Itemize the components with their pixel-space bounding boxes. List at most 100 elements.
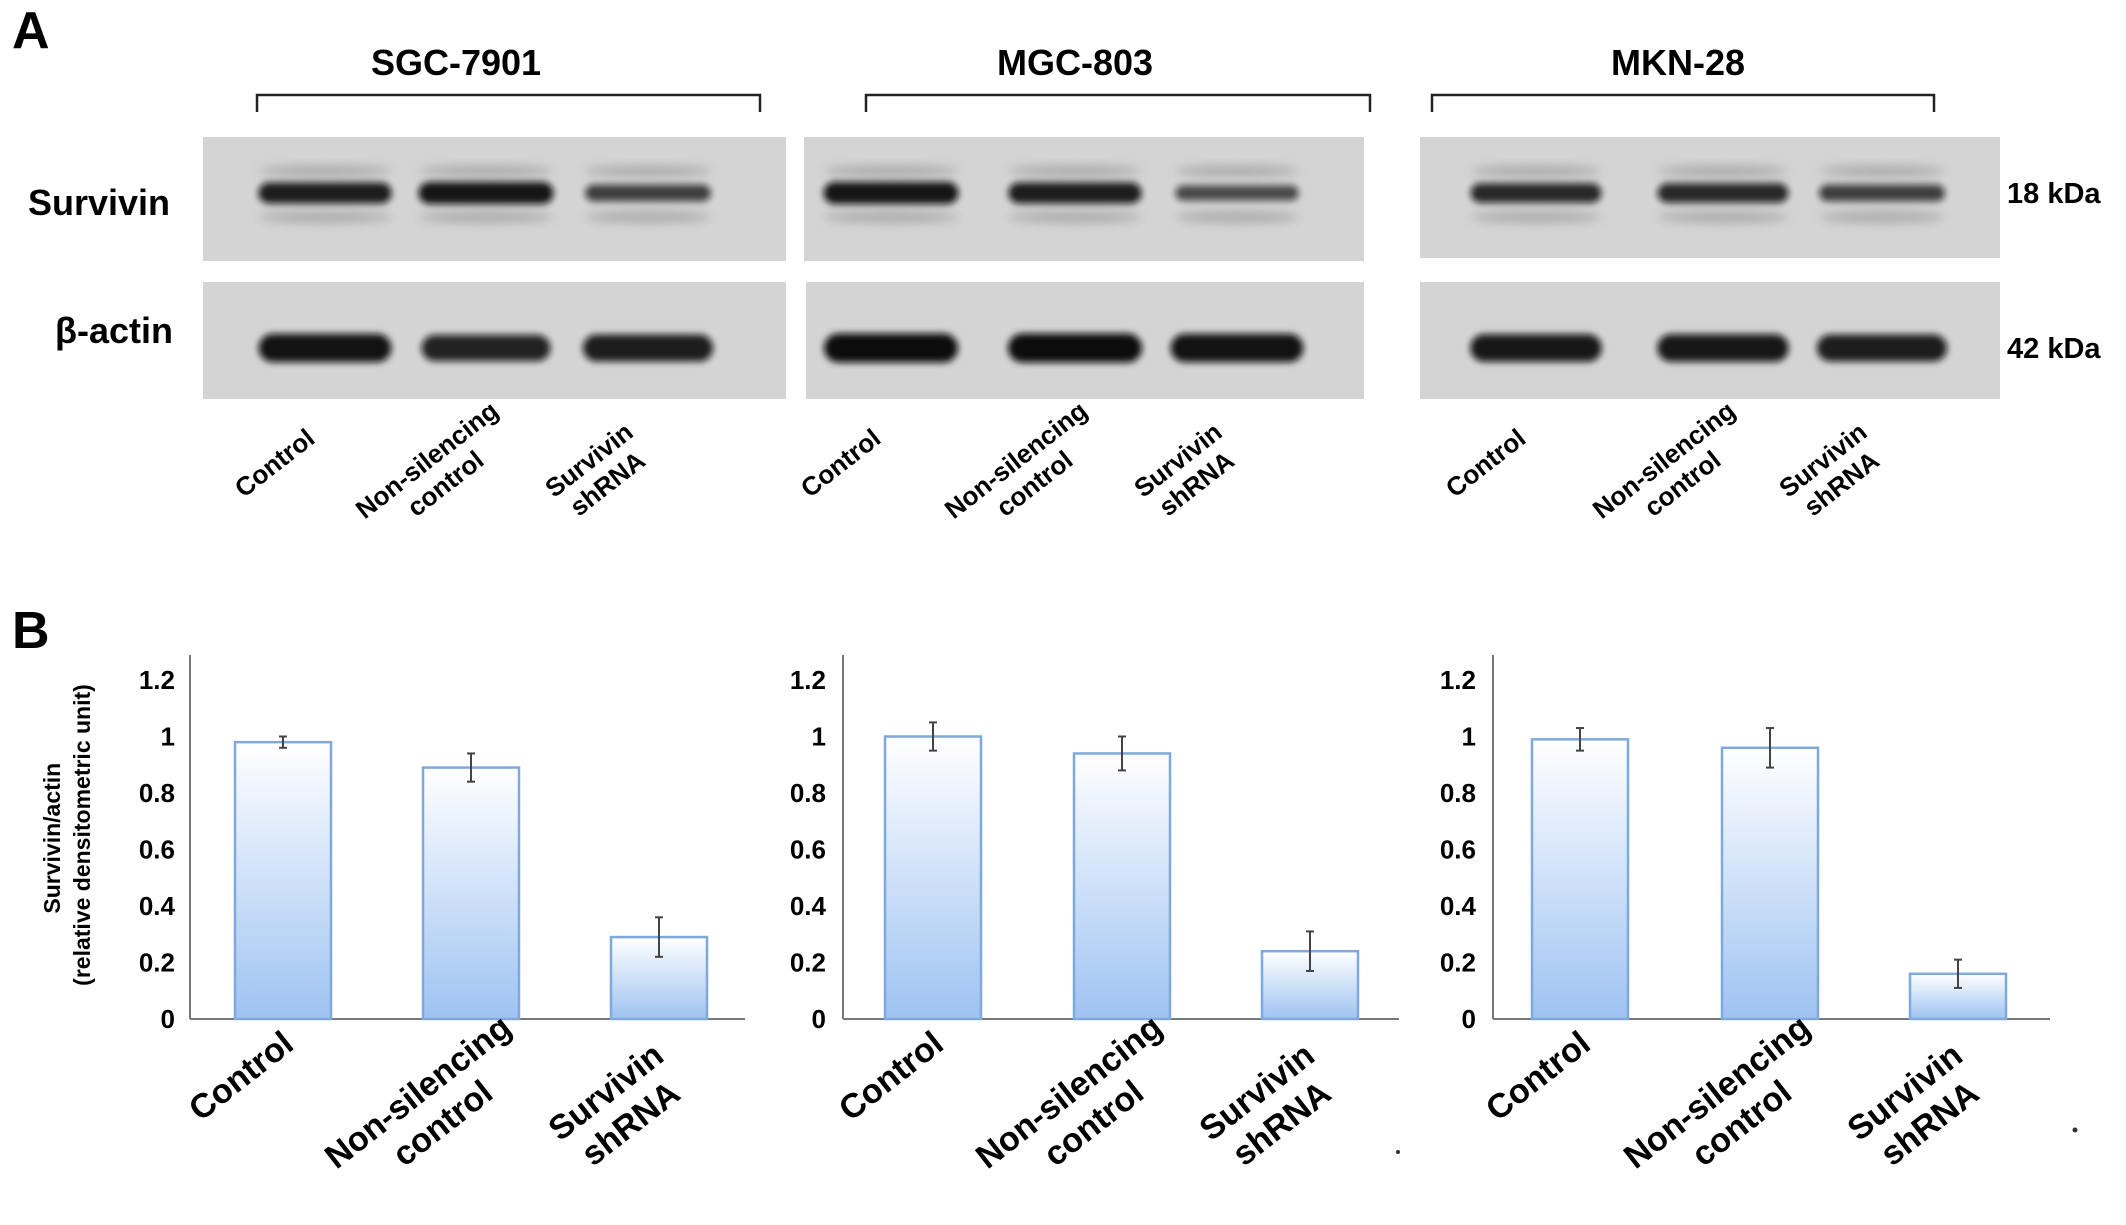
blot-band-haze bbox=[1657, 166, 1789, 176]
y-tick-label: 0.8 bbox=[790, 778, 826, 808]
x-category-label-line: Control bbox=[1479, 1024, 1598, 1128]
y-axis-title-line-2: (relative densitometric unit) bbox=[69, 684, 95, 986]
cell-line-title-mgc803: MGC-803 bbox=[997, 42, 1153, 83]
bar-chart: 0 0.2 0.4 0.6 0.8 1 1.2 Control Non-silencingcon… bbox=[1440, 655, 2050, 1208]
survivin-band bbox=[823, 182, 959, 204]
blot-band-haze bbox=[1008, 211, 1142, 223]
blot-band-haze bbox=[1175, 166, 1299, 176]
blot-band-haze bbox=[418, 211, 554, 223]
blot-band-haze bbox=[418, 166, 554, 176]
bracket-sgc7901 bbox=[255, 93, 762, 112]
panel-a-letter: A bbox=[12, 2, 50, 60]
x-category-label: Non-silencingcontrol bbox=[1617, 1008, 1842, 1208]
bar-chart: 0 0.2 0.4 0.6 0.8 1 1.2 Control Non-silencingcon… bbox=[790, 655, 1399, 1208]
blot-band-haze bbox=[1008, 166, 1142, 176]
survivin-band bbox=[1819, 184, 1945, 202]
x-category-label: Control bbox=[832, 1024, 951, 1128]
y-tick-label: 0.6 bbox=[139, 835, 175, 865]
x-category-label: SurvivinshRNA bbox=[1841, 1036, 1995, 1180]
y-tick-label: 0.4 bbox=[790, 891, 827, 921]
y-tick-label: 0.6 bbox=[790, 835, 826, 865]
lane-labels: Control Non-silencingcontrol SurvivinshRNA… bbox=[229, 395, 1885, 548]
cell-line-title-sgc7901: SGC-7901 bbox=[371, 42, 541, 83]
row-label-survivin: Survivin bbox=[28, 182, 170, 223]
y-tick-label: 0 bbox=[1462, 1004, 1476, 1034]
survivin-band bbox=[1657, 183, 1789, 203]
bar bbox=[1530, 738, 1630, 1021]
lane-label: Non-silencingcontrol bbox=[939, 395, 1111, 548]
actin-band bbox=[1470, 334, 1602, 362]
survivin-band bbox=[1175, 185, 1299, 201]
lane-label: Control bbox=[229, 423, 320, 504]
actin-band bbox=[258, 333, 392, 363]
blot-band-haze bbox=[1175, 211, 1299, 223]
panel-b-letter: B bbox=[12, 602, 50, 660]
lane-label-line: Control bbox=[795, 423, 886, 504]
blot-band-haze bbox=[258, 166, 392, 176]
stray-dot bbox=[1396, 1150, 1400, 1154]
lane-label: Control bbox=[1440, 423, 1531, 504]
actin-band bbox=[582, 334, 714, 362]
survivin-band bbox=[1470, 183, 1602, 203]
y-tick-label: 0.2 bbox=[790, 948, 826, 978]
lane-label-line: Control bbox=[1440, 423, 1531, 504]
y-tick-label: 0.8 bbox=[1440, 778, 1476, 808]
actin-band bbox=[421, 334, 551, 362]
y-tick-label: 0.6 bbox=[1440, 835, 1476, 865]
x-category-label: Control bbox=[1479, 1024, 1598, 1128]
kda-label-actin: 42 kDa bbox=[2007, 333, 2101, 365]
blot-band-haze bbox=[585, 211, 711, 223]
y-tick-label: 0.2 bbox=[139, 948, 175, 978]
bar bbox=[1072, 752, 1172, 1021]
survivin-band bbox=[418, 182, 554, 204]
y-tick-label: 1 bbox=[161, 722, 175, 752]
y-tick-label: 0.2 bbox=[1440, 948, 1476, 978]
row-label-beta-actin: β-actin bbox=[55, 310, 173, 351]
lane-label: Control bbox=[795, 423, 886, 504]
x-category-label: SurvivinshRNA bbox=[1193, 1036, 1347, 1180]
y-tick-label: 0.8 bbox=[139, 778, 175, 808]
y-tick-label: 1.2 bbox=[1440, 665, 1476, 695]
blot-band-haze bbox=[823, 211, 959, 223]
y-axis-title-line-1: Survivin/actin bbox=[39, 763, 65, 914]
blot-band-haze bbox=[1819, 211, 1945, 223]
blot-band-haze bbox=[823, 166, 959, 176]
y-tick-label: 0.4 bbox=[1440, 891, 1477, 921]
y-tick-label: 1 bbox=[812, 722, 826, 752]
bar bbox=[421, 766, 521, 1021]
x-category-label-line: Control bbox=[182, 1024, 301, 1128]
y-tick-label: 0.4 bbox=[139, 891, 176, 921]
y-tick-label: 1.2 bbox=[790, 665, 826, 695]
actin-band bbox=[1657, 334, 1789, 362]
blot-band-haze bbox=[258, 211, 392, 223]
actin-band bbox=[1170, 333, 1304, 363]
y-tick-label: 0 bbox=[812, 1004, 826, 1034]
y-tick-label: 1.2 bbox=[139, 665, 175, 695]
x-category-label-line: Control bbox=[832, 1024, 951, 1128]
x-category-label: Control bbox=[182, 1024, 301, 1128]
bracket-mgc803 bbox=[864, 93, 1372, 112]
survivin-band bbox=[585, 184, 711, 202]
bracket-mkn28 bbox=[1430, 93, 1936, 112]
x-category-label: Non-silencingcontrol bbox=[969, 1008, 1194, 1208]
blot-band-haze bbox=[585, 166, 711, 176]
lane-label: SurvivinshRNA bbox=[539, 416, 657, 526]
kda-label-survivin: 18 kDa bbox=[2007, 178, 2101, 210]
blot-band-haze bbox=[1470, 166, 1602, 176]
blot-band-haze bbox=[1657, 211, 1789, 223]
lane-label: Non-silencingcontrol bbox=[1587, 395, 1759, 548]
blot-band-haze bbox=[1819, 166, 1945, 176]
actin-band bbox=[1816, 334, 1948, 362]
stray-dot bbox=[2072, 1127, 2078, 1133]
western-blot-area bbox=[203, 137, 2000, 399]
bar bbox=[883, 735, 983, 1021]
actin-band bbox=[1008, 333, 1142, 363]
y-tick-label: 1 bbox=[1462, 722, 1476, 752]
lane-label: SurvivinshRNA bbox=[1128, 416, 1246, 526]
survivin-band bbox=[258, 182, 392, 204]
lane-label: Non-silencingcontrol bbox=[350, 395, 522, 548]
survivin-band bbox=[1008, 182, 1142, 204]
blot-band-haze bbox=[1470, 211, 1602, 223]
y-axis-title: Survivin/actin (relative densitometric u… bbox=[39, 684, 95, 986]
